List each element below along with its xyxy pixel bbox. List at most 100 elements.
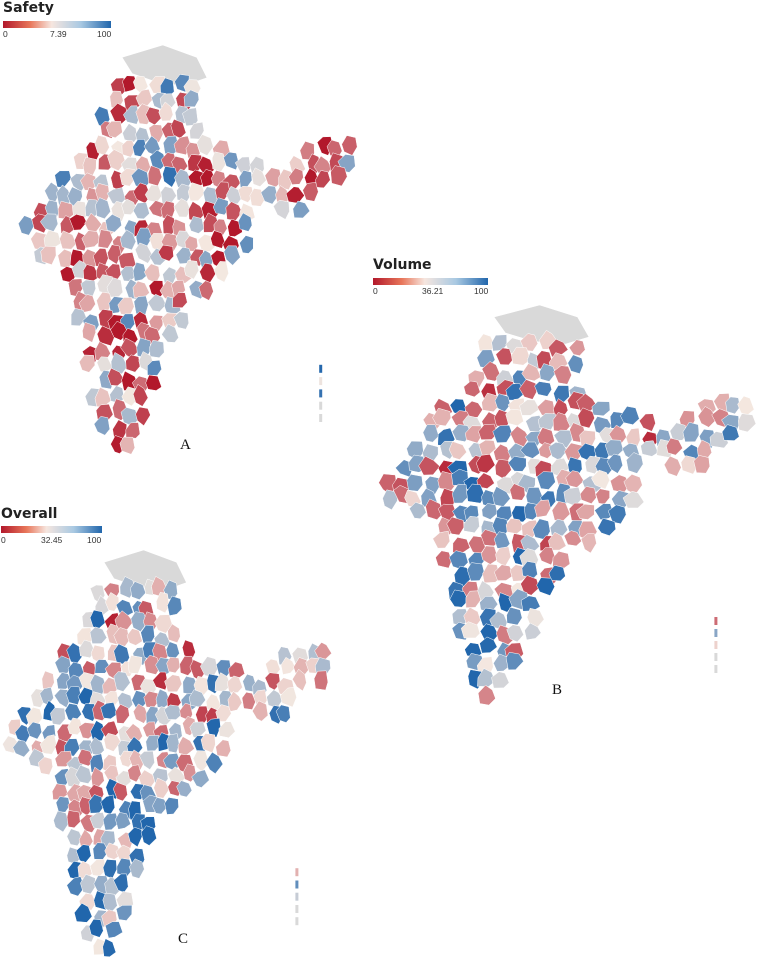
district-region — [97, 229, 114, 249]
district-region — [119, 436, 136, 455]
district-region — [288, 167, 304, 185]
district-region — [539, 363, 556, 382]
legend-color-bar — [1, 526, 102, 533]
district-region — [239, 235, 254, 254]
legend-color-bar — [373, 278, 488, 285]
district-region — [102, 938, 117, 958]
district-region — [167, 595, 183, 616]
legend-mid-label: 7.39 — [50, 29, 67, 39]
district-region — [162, 166, 179, 188]
district-region — [100, 702, 118, 720]
panel-label-c: C — [178, 931, 189, 947]
district-region — [66, 828, 83, 847]
district-region — [105, 592, 120, 612]
district-region — [251, 167, 267, 187]
district-region — [119, 229, 137, 251]
district-region — [125, 422, 141, 439]
district-region — [223, 151, 239, 171]
district-region — [70, 308, 87, 327]
district-region — [115, 904, 133, 921]
district-region — [81, 230, 101, 249]
district-region — [93, 416, 111, 436]
district-region — [187, 182, 206, 202]
district-region — [315, 170, 331, 189]
district-region — [448, 441, 467, 460]
district-region — [475, 454, 496, 474]
district-region — [104, 842, 122, 860]
district-region — [606, 453, 623, 474]
district-region — [78, 294, 96, 313]
district-region — [147, 293, 167, 312]
island-region — [714, 665, 718, 673]
district-region — [260, 185, 278, 205]
district-region — [595, 488, 610, 505]
legend-min-label: 0 — [1, 535, 6, 545]
district-region — [66, 810, 81, 829]
district-region — [725, 396, 741, 415]
district-region — [425, 498, 444, 520]
district-region — [505, 408, 524, 426]
district-region — [435, 550, 452, 569]
district-region — [238, 212, 253, 232]
district-region — [280, 656, 296, 675]
district-region — [106, 120, 123, 139]
district-region — [69, 214, 87, 231]
district-region — [463, 515, 480, 534]
legend-mid-label: 36.21 — [422, 286, 444, 296]
district-region — [567, 354, 584, 375]
district-region — [226, 675, 243, 693]
district-region — [54, 655, 72, 674]
district-region — [122, 123, 138, 143]
district-region — [43, 229, 62, 248]
district-region — [292, 200, 311, 219]
district-region — [113, 671, 131, 692]
island-region — [295, 917, 299, 926]
district-region — [78, 354, 96, 373]
district-region — [40, 245, 57, 266]
district-region — [176, 780, 193, 798]
district-region — [179, 655, 195, 676]
district-region — [153, 777, 170, 799]
district-region — [280, 687, 297, 708]
legend-overall: Overall 0 32.45 100 — [1, 506, 105, 546]
district-region — [188, 216, 205, 234]
district-region — [37, 756, 53, 776]
district-region — [432, 407, 452, 427]
district-region — [18, 215, 35, 236]
district-region — [149, 149, 167, 170]
district-region — [144, 263, 161, 284]
district-region — [495, 546, 512, 567]
district-region — [152, 671, 168, 691]
island-region — [319, 377, 323, 386]
district-region — [173, 311, 189, 330]
district-region — [105, 921, 124, 939]
legend-safety: Safety 0 7.39 100 — [3, 0, 113, 40]
district-region — [479, 636, 498, 654]
panel-label-b: B — [552, 682, 563, 698]
district-region — [482, 563, 501, 584]
district-region — [132, 262, 148, 282]
district-region — [506, 624, 524, 643]
district-region — [520, 575, 540, 596]
district-region — [110, 352, 128, 375]
district-region — [511, 346, 531, 366]
district-region — [460, 621, 481, 639]
district-region — [241, 691, 256, 710]
district-region — [682, 421, 700, 443]
district-region — [721, 424, 740, 441]
district-region — [113, 627, 130, 647]
district-region — [122, 75, 139, 93]
district-region — [191, 769, 210, 788]
district-region — [463, 380, 481, 398]
district-region — [147, 360, 162, 376]
district-region — [223, 245, 241, 266]
district-region — [59, 230, 77, 250]
district-region — [96, 325, 116, 347]
district-region — [228, 661, 245, 678]
district-region — [135, 406, 151, 427]
district-region — [139, 750, 155, 770]
district-region — [163, 704, 183, 720]
district-region — [65, 686, 82, 706]
district-region — [100, 794, 116, 815]
district-region — [505, 518, 525, 534]
